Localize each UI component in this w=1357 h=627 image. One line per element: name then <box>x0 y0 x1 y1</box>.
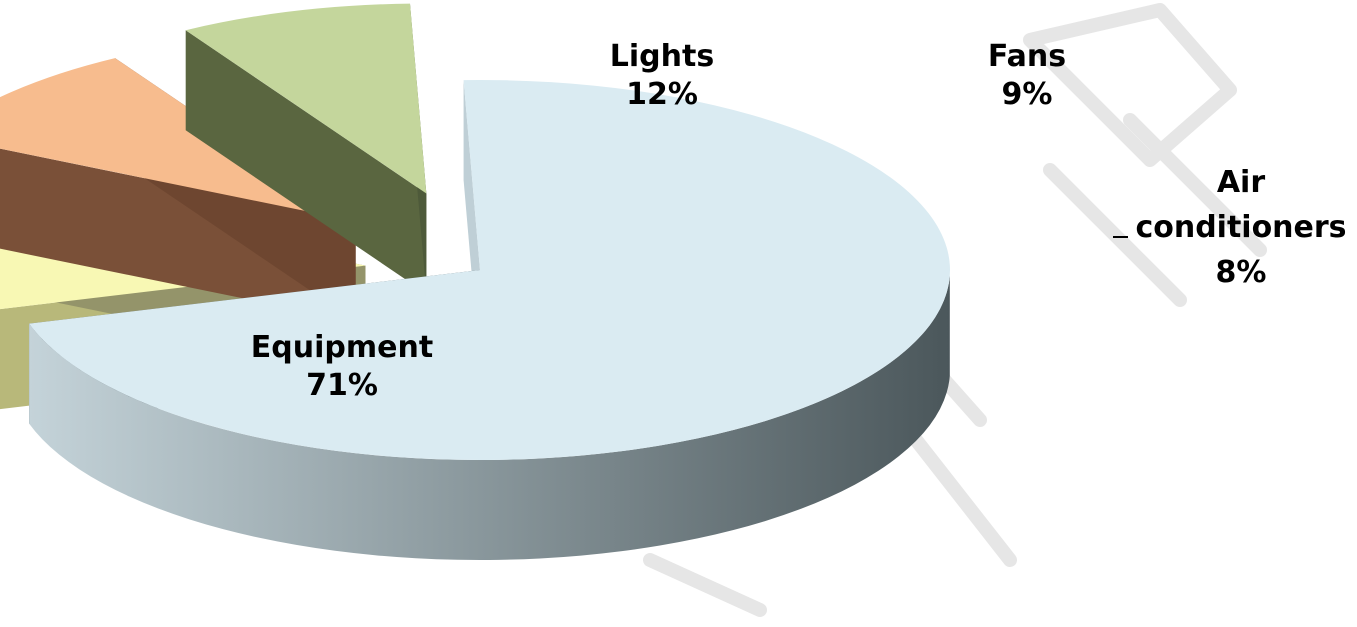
slice-side-face <box>185 30 427 294</box>
slice-top <box>185 3 427 194</box>
data-label-air-conditioners: Air conditioners 8% <box>1135 165 1346 290</box>
data-label-equipment: Equipment 71% <box>251 330 433 403</box>
slice-side-face <box>0 148 356 322</box>
slice-outer-wall <box>29 275 950 561</box>
data-label-lights: Lights 12% <box>610 39 714 112</box>
slice-top <box>29 79 950 460</box>
slice-air-conditioners <box>185 3 427 294</box>
slice-equipment <box>29 79 950 561</box>
data-label-fans: Fans 9% <box>988 39 1066 112</box>
